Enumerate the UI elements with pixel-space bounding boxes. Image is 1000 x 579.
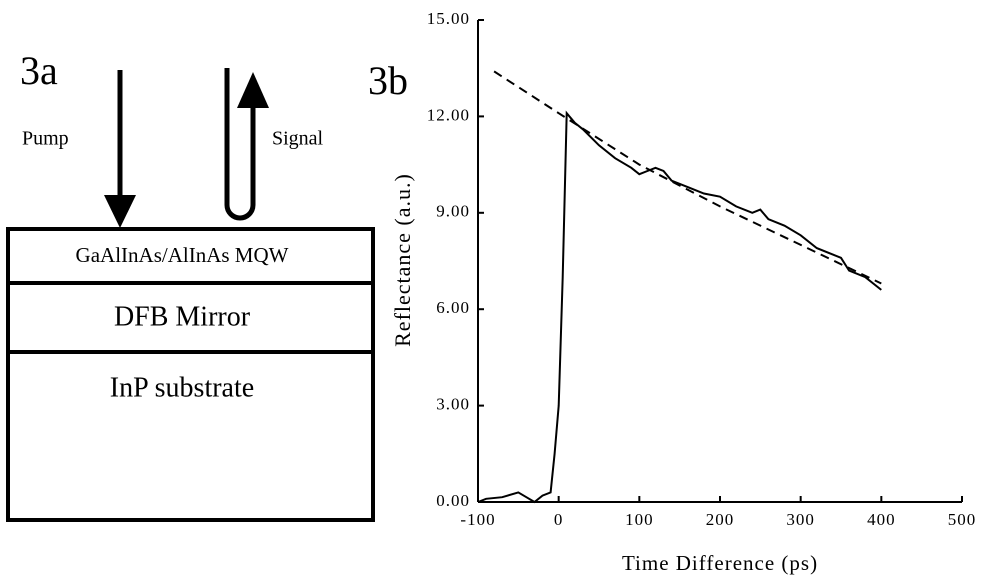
x-tick-label: 0: [554, 510, 564, 529]
y-tick-label: 3.00: [436, 395, 470, 414]
x-tick-label: 300: [786, 510, 815, 529]
x-tick-label: 100: [625, 510, 654, 529]
fit-line: [493, 70, 882, 285]
panel-label: 3a: [20, 48, 58, 93]
y-tick-label: 9.00: [436, 202, 470, 221]
x-tick-label: -100: [460, 510, 495, 529]
y-tick-label: 0.00: [436, 491, 470, 510]
signal-label: Signal: [272, 128, 324, 150]
panel-label: 3b: [368, 58, 408, 103]
chart: 3b Time Difference (ps) Reflectance (a.u…: [368, 9, 977, 575]
layer-label: GaAlInAs/AlInAs MQW: [76, 243, 289, 267]
y-tick-label: 6.00: [436, 298, 470, 317]
x-tick-label: 400: [867, 510, 896, 529]
y-tick-label: 12.00: [427, 105, 470, 124]
x-tick-label: 200: [706, 510, 735, 529]
x-axis-title: Time Difference (ps): [622, 551, 818, 575]
signal-arrow: [224, 68, 256, 221]
pump-label: Pump: [22, 128, 69, 150]
layer-label: InP substrate: [110, 372, 254, 403]
y-tick-label: 15.00: [427, 9, 470, 28]
signal-arrowhead: [237, 72, 269, 108]
layer-label: DFB Mirror: [114, 301, 251, 332]
x-tick-label: 500: [948, 510, 977, 529]
data-line: [477, 110, 882, 504]
pump-arrowhead: [104, 195, 136, 228]
diagram: 3a Pump Signal GaAlInAs/AlInAs MQW DFB M…: [6, 48, 375, 522]
y-axis-title: Reflectance (a.u.): [390, 173, 415, 347]
layer-stack: [6, 227, 375, 522]
